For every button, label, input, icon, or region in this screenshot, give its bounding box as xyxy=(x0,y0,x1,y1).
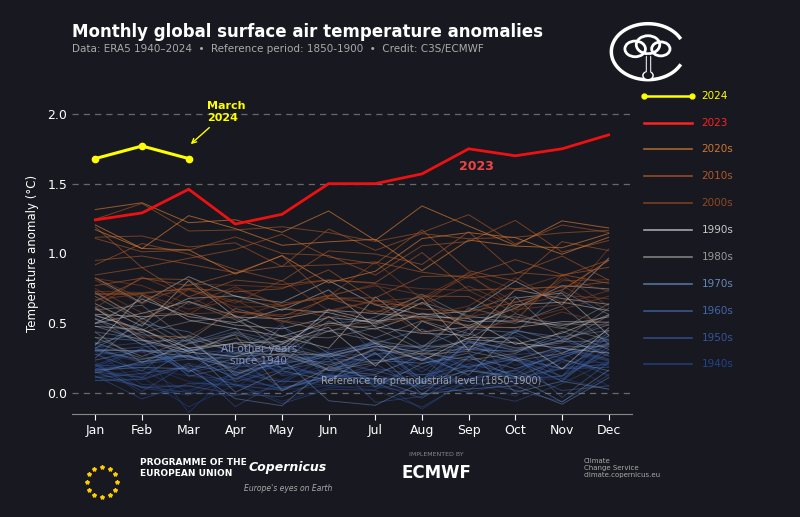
Text: IMPLEMENTED BY: IMPLEMENTED BY xyxy=(409,452,463,458)
Circle shape xyxy=(643,71,653,80)
Text: 1950s: 1950s xyxy=(702,332,734,343)
Text: Reference for preindustrial level (1850-1900): Reference for preindustrial level (1850-… xyxy=(321,376,542,386)
Text: 1980s: 1980s xyxy=(702,252,734,262)
Circle shape xyxy=(652,42,670,56)
Text: Europe's eyes on Earth: Europe's eyes on Earth xyxy=(244,484,332,493)
Text: 2023: 2023 xyxy=(459,160,494,173)
Text: 2024: 2024 xyxy=(702,90,728,101)
Text: 1960s: 1960s xyxy=(702,306,734,316)
Circle shape xyxy=(625,41,646,57)
Text: 1990s: 1990s xyxy=(702,225,734,235)
Circle shape xyxy=(644,73,652,78)
Text: March
2024: March 2024 xyxy=(192,101,246,143)
Text: PROGRAMME OF THE
EUROPEAN UNION: PROGRAMME OF THE EUROPEAN UNION xyxy=(140,458,246,478)
Text: ECMWF: ECMWF xyxy=(401,464,471,482)
Bar xyxy=(646,56,650,75)
Text: 2000s: 2000s xyxy=(702,198,734,208)
Text: 2023: 2023 xyxy=(702,117,728,128)
Text: Copernicus: Copernicus xyxy=(249,461,327,475)
Text: All other years
since 1940: All other years since 1940 xyxy=(221,344,297,366)
Text: Climate
Change Service
climate.copernicus.eu: Climate Change Service climate.copernicu… xyxy=(584,458,661,478)
Text: 1970s: 1970s xyxy=(702,279,734,289)
Bar xyxy=(647,55,649,75)
Text: 2020s: 2020s xyxy=(702,144,734,155)
Text: 1940s: 1940s xyxy=(702,359,734,370)
Text: 2010s: 2010s xyxy=(702,171,734,181)
Text: Monthly global surface air temperature anomalies: Monthly global surface air temperature a… xyxy=(72,23,543,41)
Y-axis label: Temperature anomaly (°C): Temperature anomaly (°C) xyxy=(26,175,39,332)
Text: Data: ERA5 1940–2024  •  Reference period: 1850-1900  •  Credit: C3S/ECMWF: Data: ERA5 1940–2024 • Reference period:… xyxy=(72,44,484,54)
Circle shape xyxy=(636,36,660,54)
